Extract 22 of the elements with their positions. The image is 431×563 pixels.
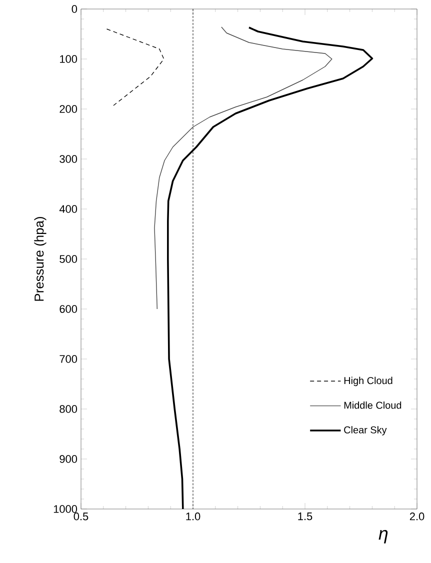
y-axis-title: Pressure (hpa) (34, 216, 46, 301)
y-tick-label: 600 (60, 305, 78, 313)
y-tick-label: 300 (60, 155, 78, 163)
y-tick-label: 0 (72, 5, 78, 13)
y-tick-label: 1000 (54, 505, 78, 513)
y-tick-label: 100 (60, 55, 78, 63)
legend-label: Clear Sky (344, 426, 387, 436)
line-series (154, 26, 332, 310)
y-tick-label: 900 (60, 455, 78, 463)
y-tick-label: 700 (60, 355, 78, 363)
x-tick-label: 0.5 (74, 512, 88, 520)
x-tick-label: 2.0 (410, 512, 424, 520)
y-tick-label: 200 (60, 105, 78, 113)
x-tick-label: 1.0 (186, 512, 200, 520)
y-tick-label: 400 (59, 205, 78, 213)
legend-label: High Cloud (344, 376, 392, 386)
line-series (106, 28, 164, 106)
x-tick-label: 1.5 (298, 512, 312, 520)
x-axis-title: η (378, 530, 388, 544)
legend-label: Middle Cloud (344, 401, 402, 409)
y-tick-label: 500 (60, 255, 78, 263)
y-tick-label: 800 (60, 405, 78, 413)
